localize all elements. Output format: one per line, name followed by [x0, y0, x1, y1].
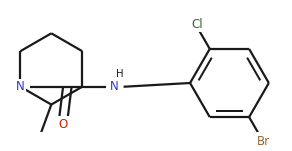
Text: N: N	[110, 80, 119, 93]
Text: H: H	[116, 69, 124, 79]
Text: O: O	[58, 118, 67, 131]
Text: Br: Br	[257, 135, 270, 148]
Text: N: N	[16, 80, 25, 93]
Text: Cl: Cl	[191, 18, 203, 31]
